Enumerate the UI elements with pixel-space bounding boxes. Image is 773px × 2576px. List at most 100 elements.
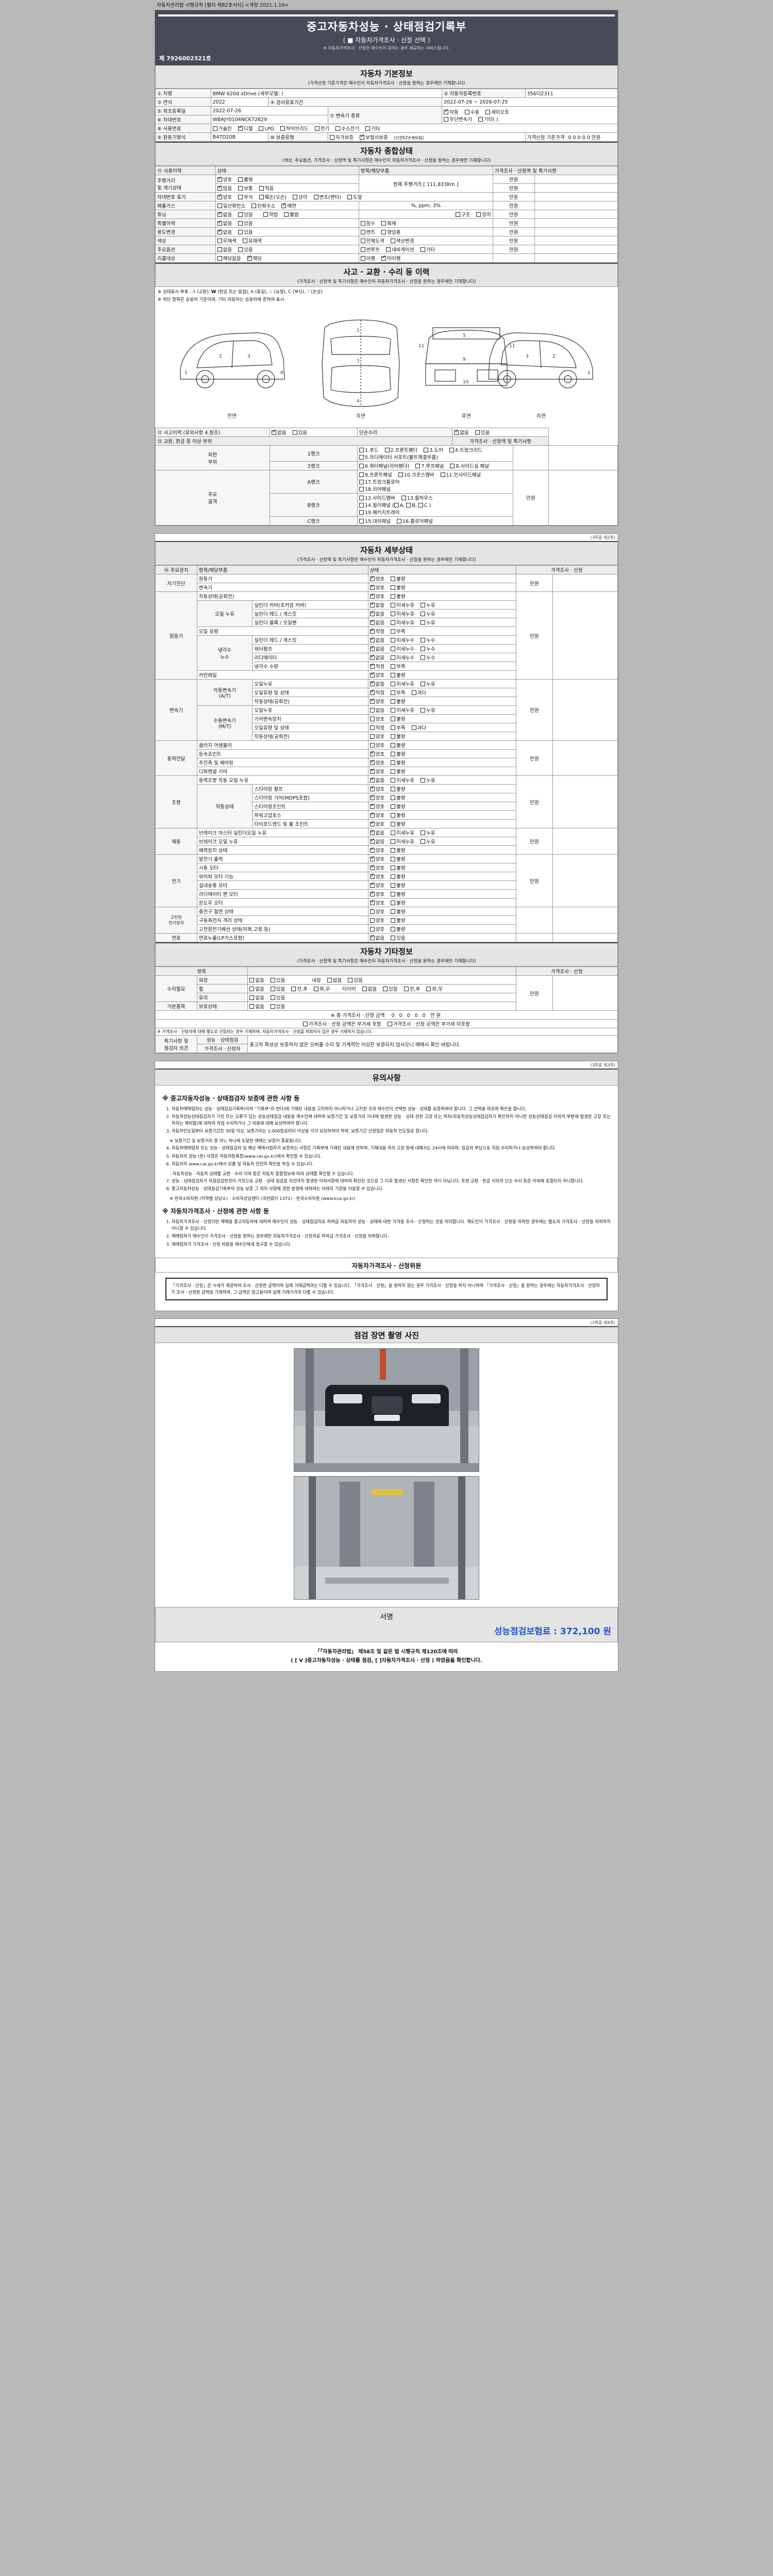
checkbox-icon[interactable] [391,927,396,931]
checkbox-icon[interactable] [383,987,388,991]
opt-leak[interactable]: 누유 [421,706,435,714]
checkbox-icon[interactable] [359,448,364,452]
opt-few[interactable]: 적음 [259,184,274,192]
checkbox-icon[interactable] [369,672,375,677]
checkbox-icon[interactable] [421,839,426,844]
checkbox-icon-a[interactable] [394,503,399,507]
opt-tire-fr[interactable]: 전,후 [404,985,420,992]
checkbox-icon[interactable] [369,927,375,931]
state-gear-shift[interactable]: 양호 불량 [367,714,516,723]
checkbox-icon[interactable] [369,734,375,739]
checkbox-icon[interactable] [391,603,396,607]
price-note-cell[interactable] [534,227,618,236]
opt-color-change[interactable]: 색상변경 [390,237,414,244]
opt-navigation[interactable]: 네비게이션 [385,246,414,253]
opt-good[interactable]: 양호 [369,785,384,792]
opt-none[interactable]: 없음 [369,619,384,626]
opt-many[interactable]: 많음 [217,184,232,192]
checkbox-icon[interactable] [391,866,396,870]
checkbox-icon[interactable] [217,211,222,217]
opt-wheel-fr[interactable]: 전,후 [291,985,308,992]
part-quarter-panel[interactable]: 6.쿼터패널(리어휀다) [359,462,409,469]
opt-leak[interactable]: 누유 [421,838,435,845]
wheel-tire-options[interactable]: 없음 있음 전,후 좌,우 타이어 없음 있음 전,후 좌,우 [247,984,516,993]
special-history-options[interactable]: 없음 있음 [215,218,359,228]
opt-good[interactable]: 양호 [369,925,384,933]
opt-insurer-warranty[interactable]: 보험사보증 [360,133,388,141]
checkbox-icon[interactable] [369,768,375,774]
opt-good[interactable]: 양호 [369,584,384,591]
checkbox-icon[interactable] [369,759,375,765]
opt-good[interactable]: 양호 [369,768,384,775]
checkbox-icon[interactable] [391,769,396,774]
opt-none[interactable]: 없음 [217,228,232,235]
price-note-cell[interactable] [534,192,618,201]
opt-bad[interactable]: 불량 [391,750,406,757]
opt-bad[interactable]: 불량 [391,882,406,889]
checkbox-icon[interactable] [391,594,396,599]
special-notes-text[interactable]: 중고차 특성상 보증하지 않은 오버홀 수리 및 기계적인 이상은 보증되지 않… [247,1035,618,1053]
opt-good[interactable]: 양호 [369,820,384,827]
checkbox-icon[interactable] [391,734,396,739]
checkbox-icon[interactable] [369,708,375,713]
opt-excessive[interactable]: 과다 [411,724,426,731]
checkbox-icon[interactable] [369,909,375,914]
checkbox-icon[interactable] [391,804,396,809]
price-note-cell[interactable] [552,740,618,776]
checkbox-icon[interactable] [411,690,416,695]
state-transmission[interactable]: 양호 불량 [367,583,516,592]
checkbox-icon[interactable] [369,882,375,888]
checkbox-icon-b[interactable] [406,503,411,507]
opt-exists[interactable]: 있음 [270,976,285,984]
checkbox-icon[interactable] [381,221,386,226]
part-front-fender[interactable]: 2.프론트휀더 [384,446,417,453]
opt-none[interactable]: 없음 [369,706,384,714]
opt-bad[interactable]: 불량 [391,794,406,801]
opt-bad[interactable]: 불량 [391,899,406,906]
checkbox-icon[interactable] [212,126,217,131]
warranty-options[interactable]: 자가보증 보험사보증 [신한EZ손해보험] [328,132,526,142]
opt-adequate[interactable]: 적정 [369,689,384,696]
opt-none[interactable]: 없음 [369,610,384,617]
main-options[interactable]: 없음 있음 [215,245,359,254]
opt-exists[interactable]: 있음 [238,246,253,253]
checkbox-icon[interactable] [384,448,390,452]
checkbox-icon[interactable] [369,847,375,853]
checkbox-icon[interactable] [391,857,396,861]
checkbox-icon[interactable] [249,987,255,991]
tuning-target-options[interactable]: 구조 장치 [358,210,493,219]
checkbox-icon[interactable] [404,987,409,991]
checkbox-icon[interactable] [292,430,297,435]
opt-bad[interactable]: 불량 [391,820,406,827]
opt-bad[interactable]: 불량 [391,759,406,766]
price-note-cell[interactable] [548,470,618,526]
part-floor-panel[interactable]: 16.플로어패널 [397,517,433,524]
checkbox-icon[interactable] [369,698,375,704]
checkbox-icon[interactable] [359,487,364,492]
opt-good[interactable]: 양호 [369,592,384,600]
checkbox-icon[interactable] [360,256,365,261]
opt-bad[interactable]: 불량 [391,785,406,792]
state-booster[interactable]: 양호 불량 [367,845,516,855]
checkbox-icon[interactable] [359,503,364,507]
opt-diesel[interactable]: 디젤 [238,125,253,132]
checkbox-icon[interactable] [401,496,406,500]
checkbox-icon[interactable] [391,795,396,800]
opt-minor-leak[interactable]: 미세누유 [391,619,414,626]
opt-leak[interactable]: 누유 [421,829,435,836]
opt-bad[interactable]: 불량 [391,890,406,897]
checkbox-icon[interactable] [391,699,396,704]
opt-leak[interactable]: 누수 [421,636,435,643]
checkbox-icon[interactable] [421,612,426,616]
opt-leak[interactable]: 누수 [421,654,435,661]
opt-good[interactable]: 양호 [369,715,384,722]
opt-bad[interactable]: 불량 [391,584,406,591]
checkbox-icon[interactable] [385,247,391,252]
opt-minor-leak[interactable]: 미세누유 [391,829,414,836]
checkbox-icon[interactable] [251,204,257,208]
opt-leak[interactable]: 누유 [421,619,435,626]
part-side-sill-panel[interactable]: 8.사이드실 패널 [450,462,489,469]
opt-hydrogen[interactable]: 수소전기 [335,125,359,132]
price-note-cell[interactable] [534,236,618,245]
part-radiator-support[interactable]: 5.라디에이터 서포트(볼트체결부품) [359,453,438,461]
